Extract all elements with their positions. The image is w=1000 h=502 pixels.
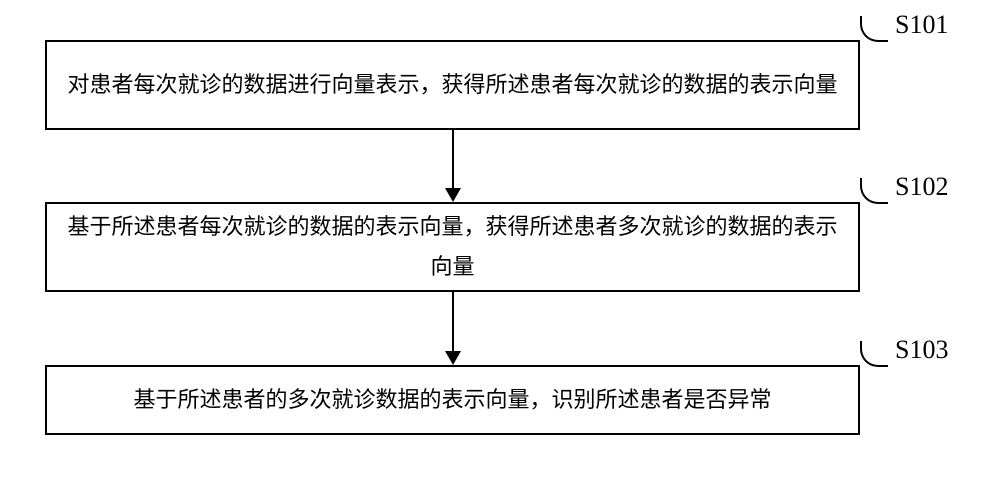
label-connector-s103 — [860, 341, 888, 367]
node-label-s102: S102 — [895, 172, 948, 202]
arrow-line-1 — [452, 130, 454, 188]
arrow-line-2 — [452, 292, 454, 351]
node-text: 基于所述患者每次就诊的数据的表示向量，获得所述患者多次就诊的数据的表示向量 — [67, 207, 838, 286]
flowchart-container: 对患者每次就诊的数据进行向量表示，获得所述患者每次就诊的数据的表示向量 S101… — [0, 0, 1000, 502]
node-text: 基于所述患者的多次就诊数据的表示向量，识别所述患者是否异常 — [133, 380, 771, 420]
flowchart-node-s103: 基于所述患者的多次就诊数据的表示向量，识别所述患者是否异常 — [45, 365, 860, 435]
node-label-s101: S101 — [895, 10, 948, 40]
arrow-head-1 — [445, 188, 461, 202]
arrow-head-2 — [445, 351, 461, 365]
flowchart-node-s102: 基于所述患者每次就诊的数据的表示向量，获得所述患者多次就诊的数据的表示向量 — [45, 202, 860, 292]
label-connector-s101 — [860, 16, 888, 42]
node-text: 对患者每次就诊的数据进行向量表示，获得所述患者每次就诊的数据的表示向量 — [67, 65, 837, 105]
flowchart-node-s101: 对患者每次就诊的数据进行向量表示，获得所述患者每次就诊的数据的表示向量 — [45, 40, 860, 130]
node-label-s103: S103 — [895, 335, 948, 365]
label-connector-s102 — [860, 178, 888, 204]
